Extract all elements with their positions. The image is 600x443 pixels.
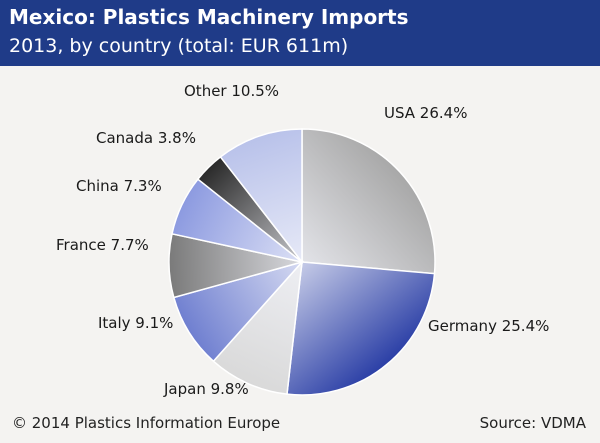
copyright-note: © 2014 Plastics Information Europe [12, 414, 281, 432]
pie-slice-usa [301, 128, 436, 275]
pie-slice-japan [212, 259, 304, 395]
pie-slice-germany [286, 261, 436, 396]
pie-chart: USA 26.4% Germany 25.4% Japan 9.8% Italy 9.… [56, 82, 549, 398]
header-bar: Mexico: Plastics Machinery Imports 2013,… [0, 0, 600, 66]
pie-slice-other [219, 128, 303, 265]
source-note: Source: VDMA [479, 414, 586, 432]
slice-label-germany: Germany 25.4% [428, 317, 549, 335]
slice-label-france: France 7.7% [56, 236, 149, 254]
slice-label-canada: Canada 3.8% [96, 129, 196, 147]
slice-label-italy: Italy 9.1% [98, 314, 173, 332]
chart-title: Mexico: Plastics Machinery Imports [9, 5, 409, 29]
slice-label-usa: USA 26.4% [384, 104, 467, 122]
slice-label-china: China 7.3% [76, 177, 162, 195]
slice-label-other: Other 10.5% [184, 82, 279, 100]
slice-label-japan: Japan 9.8% [163, 380, 249, 398]
chart-subtitle: 2013, by country (total: EUR 611m) [9, 35, 349, 57]
